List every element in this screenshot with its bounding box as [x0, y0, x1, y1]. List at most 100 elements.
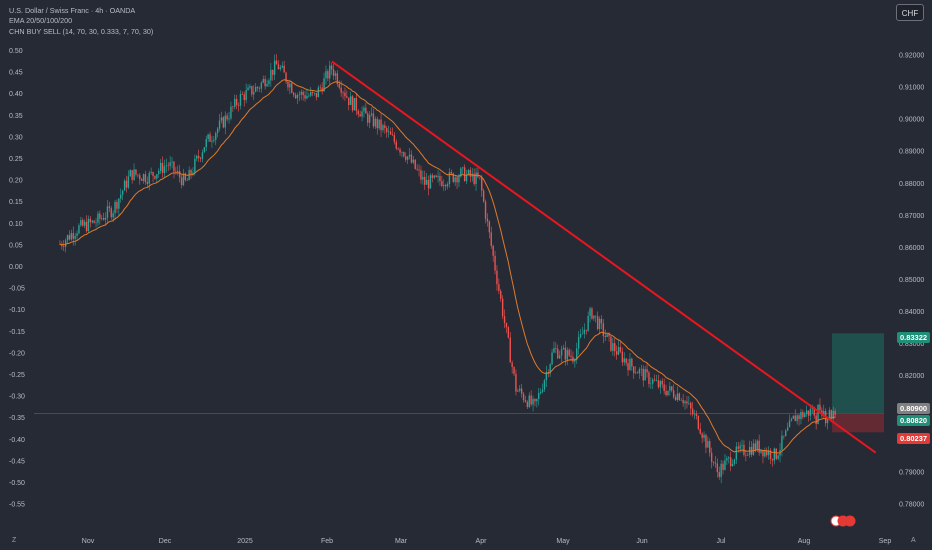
candle-body: [414, 159, 416, 169]
candle-body: [452, 173, 454, 182]
left-axis-tick: 0.00: [9, 264, 23, 271]
candle-body: [296, 94, 299, 99]
candle-body: [743, 444, 745, 455]
candle-body: [133, 169, 135, 180]
left-axis-tick: -0.35: [9, 415, 25, 422]
candle-body: [773, 448, 776, 461]
candle-body: [68, 235, 71, 240]
candle-body: [70, 233, 73, 240]
candle-body: [570, 355, 572, 357]
chart-legend: U.S. Dollar / Swiss Franc · 4h · OANDA E…: [9, 6, 153, 37]
candle-body: [247, 87, 249, 91]
candle-body: [422, 176, 424, 180]
candle-body: [220, 117, 223, 121]
candle-body: [140, 179, 143, 181]
candle-body: [598, 318, 601, 330]
candle-body: [253, 91, 255, 95]
candle-body: [104, 217, 107, 220]
candle-body: [560, 349, 563, 356]
candle-body: [718, 472, 720, 477]
candle-body: [215, 133, 217, 140]
left-axis-tick: -0.45: [9, 458, 25, 465]
candle-body: [524, 400, 527, 402]
candle-body: [454, 177, 456, 182]
candle-body: [266, 83, 268, 87]
left-axis-tick: 0.15: [9, 199, 23, 206]
candle-body: [190, 170, 192, 175]
candle-body: [805, 410, 808, 414]
candle-body: [486, 218, 489, 222]
candle-body: [150, 172, 152, 173]
loss-zone: [832, 413, 884, 433]
candle-body: [365, 107, 367, 114]
candle-body: [790, 418, 793, 421]
candle-body: [380, 119, 382, 131]
candle-body: [319, 87, 321, 89]
candle-body: [456, 177, 458, 183]
candle-body: [306, 95, 308, 99]
candle-body: [832, 410, 834, 419]
candle-body: [752, 443, 755, 455]
ema-line: [59, 79, 836, 454]
candle-body: [403, 152, 405, 157]
entry-price-tag: 0.80820: [897, 415, 930, 426]
candle-body: [292, 92, 295, 95]
candle-body: [317, 87, 320, 98]
candle-body: [429, 175, 432, 189]
candle-body: [254, 86, 257, 92]
left-axis-tick: 0.35: [9, 113, 23, 120]
candle-body: [241, 94, 244, 95]
right-axis-tick: 0.91000: [899, 85, 924, 92]
left-axis-tick: -0.05: [9, 286, 25, 293]
candle-body: [249, 86, 251, 88]
candle-body: [433, 175, 435, 178]
candle-body: [353, 97, 356, 111]
candle-body: [361, 111, 363, 117]
candle-body: [323, 78, 325, 92]
candle-body: [615, 351, 618, 355]
candle-body: [416, 168, 418, 170]
candle-body: [595, 315, 597, 317]
candle-body: [101, 217, 103, 219]
candle-body: [558, 355, 561, 359]
candle-body: [684, 401, 686, 404]
candle-body: [116, 201, 118, 209]
candle-body: [439, 175, 441, 182]
candle-body: [562, 347, 565, 350]
candle-body: [108, 206, 111, 209]
candle-body: [405, 156, 407, 160]
candle-body: [623, 358, 625, 363]
candle-body: [199, 157, 202, 159]
candle-body: [758, 440, 760, 453]
candle-body: [629, 358, 631, 371]
candle-body: [807, 410, 810, 416]
candle-body: [118, 198, 120, 209]
currency-button[interactable]: CHF: [896, 4, 924, 21]
time-axis-label: Nov: [82, 538, 95, 545]
candle-body: [507, 327, 510, 338]
candle-body: [754, 443, 757, 451]
candle-body: [610, 336, 612, 351]
candle-body: [462, 167, 464, 169]
candle-body: [262, 78, 264, 83]
candle-body: [823, 410, 825, 416]
candle-body: [767, 450, 770, 456]
candle-body: [283, 65, 285, 73]
candle-body: [809, 408, 812, 416]
candle-body: [93, 220, 95, 223]
timezone-corner[interactable]: Z: [12, 537, 17, 544]
left-axis-tick: -0.25: [9, 372, 25, 379]
candle-body: [165, 165, 168, 167]
candle-body: [311, 91, 314, 94]
left-axis-tick: 0.05: [9, 242, 23, 249]
current-price-tag: 0.80900: [897, 403, 930, 414]
auto-scale-button[interactable]: A: [911, 537, 916, 544]
right-axis-tick: 0.89000: [899, 149, 924, 156]
candle-body: [325, 71, 327, 79]
candle-body: [159, 162, 162, 171]
candle-body: [450, 172, 453, 174]
candle-body: [756, 440, 758, 451]
candle-body: [766, 450, 768, 456]
candle-body: [538, 392, 540, 399]
